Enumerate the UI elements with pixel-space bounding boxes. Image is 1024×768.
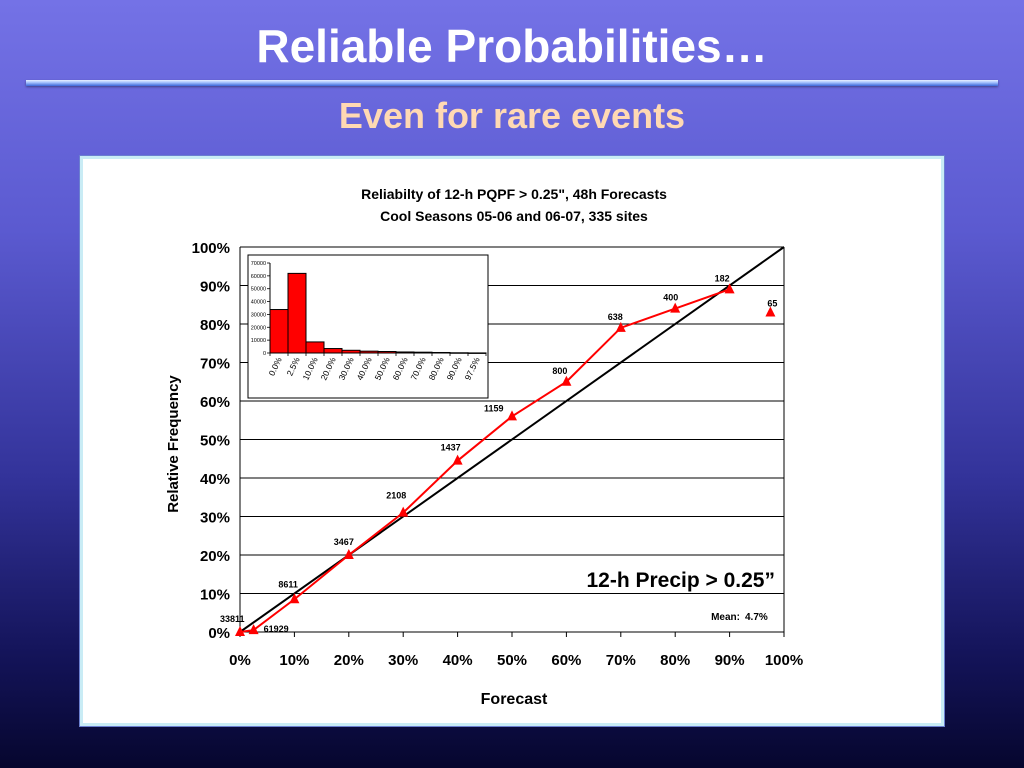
- reliability-point: [452, 454, 463, 465]
- x-tick-label: 70%: [606, 652, 636, 669]
- y-tick-label: 70%: [200, 356, 230, 373]
- y-tick-label: 80%: [200, 317, 230, 334]
- precip-annotation: 12-h Precip > 0.25”: [586, 569, 775, 592]
- reliability-point: [398, 506, 409, 517]
- slide-subtitle: Even for rare events: [338, 95, 686, 136]
- point-count-label: 33811: [220, 614, 245, 624]
- y-axis-label: Relative Frequency: [165, 375, 182, 513]
- reliability-point: [289, 593, 300, 604]
- chart-subtitle: Cool Seasons 05-06 and 06-07, 335 sites: [380, 208, 648, 224]
- y-tick-label: 50%: [200, 433, 230, 450]
- reliability-point: [765, 306, 776, 317]
- y-tick-label: 30%: [200, 510, 230, 527]
- x-axis-label: Forecast: [481, 691, 548, 708]
- histogram-y-tick-label: 10000: [251, 338, 266, 344]
- histogram-bar: [377, 351, 397, 354]
- reliability-point: [724, 283, 735, 294]
- mean-value: 4.7%: [745, 612, 768, 623]
- title-divider: [26, 80, 998, 86]
- histogram-y-tick-label: 50000: [251, 287, 266, 293]
- x-tick-label: 60%: [551, 652, 581, 669]
- perfect-reliability-line: [239, 246, 785, 633]
- reliability-point: [235, 626, 245, 636]
- point-count-label: 65: [767, 298, 777, 308]
- histogram-bar: [305, 341, 325, 354]
- point-count-label: 3467: [334, 537, 354, 547]
- point-count-label: 182: [715, 273, 730, 283]
- x-tick-label: 50%: [497, 652, 527, 669]
- y-tick-label: 10%: [200, 587, 230, 604]
- y-tick-label: 0%: [208, 625, 230, 642]
- slide-title: Reliable Probabilities…: [256, 20, 768, 72]
- y-tick-label: 100%: [192, 240, 230, 257]
- y-tick-label: 20%: [200, 548, 230, 565]
- x-tick-label: 100%: [765, 652, 803, 669]
- reliability-point: [343, 549, 354, 559]
- histogram-bar: [269, 309, 289, 354]
- histogram-bar: [341, 349, 361, 354]
- histogram-bar: [449, 352, 469, 354]
- histogram-bar: [467, 352, 487, 354]
- point-count-label: 61929: [264, 624, 289, 634]
- reliability-chart: Reliabilty of 12-h PQPF > 0.25", 48h For…: [165, 186, 803, 708]
- point-count-label: 2108: [386, 491, 406, 501]
- y-tick-label: 90%: [200, 279, 230, 296]
- chart-title: Reliabilty of 12-h PQPF > 0.25", 48h For…: [361, 186, 667, 202]
- histogram-y-tick-label: 60000: [251, 274, 266, 280]
- y-tick-label: 60%: [200, 394, 230, 411]
- x-tick-label: 0%: [229, 652, 251, 669]
- histogram-bar: [287, 272, 307, 354]
- reliability-point: [248, 624, 259, 635]
- histogram-y-tick-label: 20000: [251, 325, 266, 331]
- point-count-label: 800: [552, 366, 567, 376]
- x-tick-label: 20%: [334, 652, 364, 669]
- histogram-bar: [359, 350, 379, 354]
- point-count-label: 1159: [484, 403, 504, 413]
- histogram-y-tick-label: 0: [263, 351, 266, 357]
- point-count-label: 8611: [278, 579, 298, 589]
- chart-frame: Reliabilty of 12-h PQPF > 0.25", 48h For…: [80, 156, 944, 726]
- reliability-point: [507, 410, 517, 421]
- mean-label: Mean:: [711, 612, 740, 623]
- reliability-point: [561, 375, 572, 386]
- x-tick-label: 30%: [388, 652, 418, 669]
- x-tick-label: 40%: [443, 652, 473, 669]
- x-tick-label: 90%: [715, 652, 745, 669]
- reliability-point: [670, 302, 681, 313]
- reliability-point: [615, 321, 626, 332]
- point-count-label: 638: [608, 312, 623, 322]
- x-tick-label: 80%: [660, 652, 690, 669]
- point-count-label: 400: [663, 293, 678, 303]
- histogram-bar: [395, 351, 415, 354]
- histogram-bar: [413, 351, 433, 354]
- histogram-y-tick-label: 40000: [251, 300, 266, 306]
- histogram-y-tick-label: 70000: [251, 261, 266, 267]
- histogram-bar: [431, 351, 451, 354]
- x-tick-label: 10%: [279, 652, 309, 669]
- histogram-y-tick-label: 30000: [251, 312, 266, 318]
- histogram-bar: [323, 348, 343, 354]
- point-count-label: 1437: [441, 443, 461, 453]
- y-tick-label: 40%: [200, 471, 230, 488]
